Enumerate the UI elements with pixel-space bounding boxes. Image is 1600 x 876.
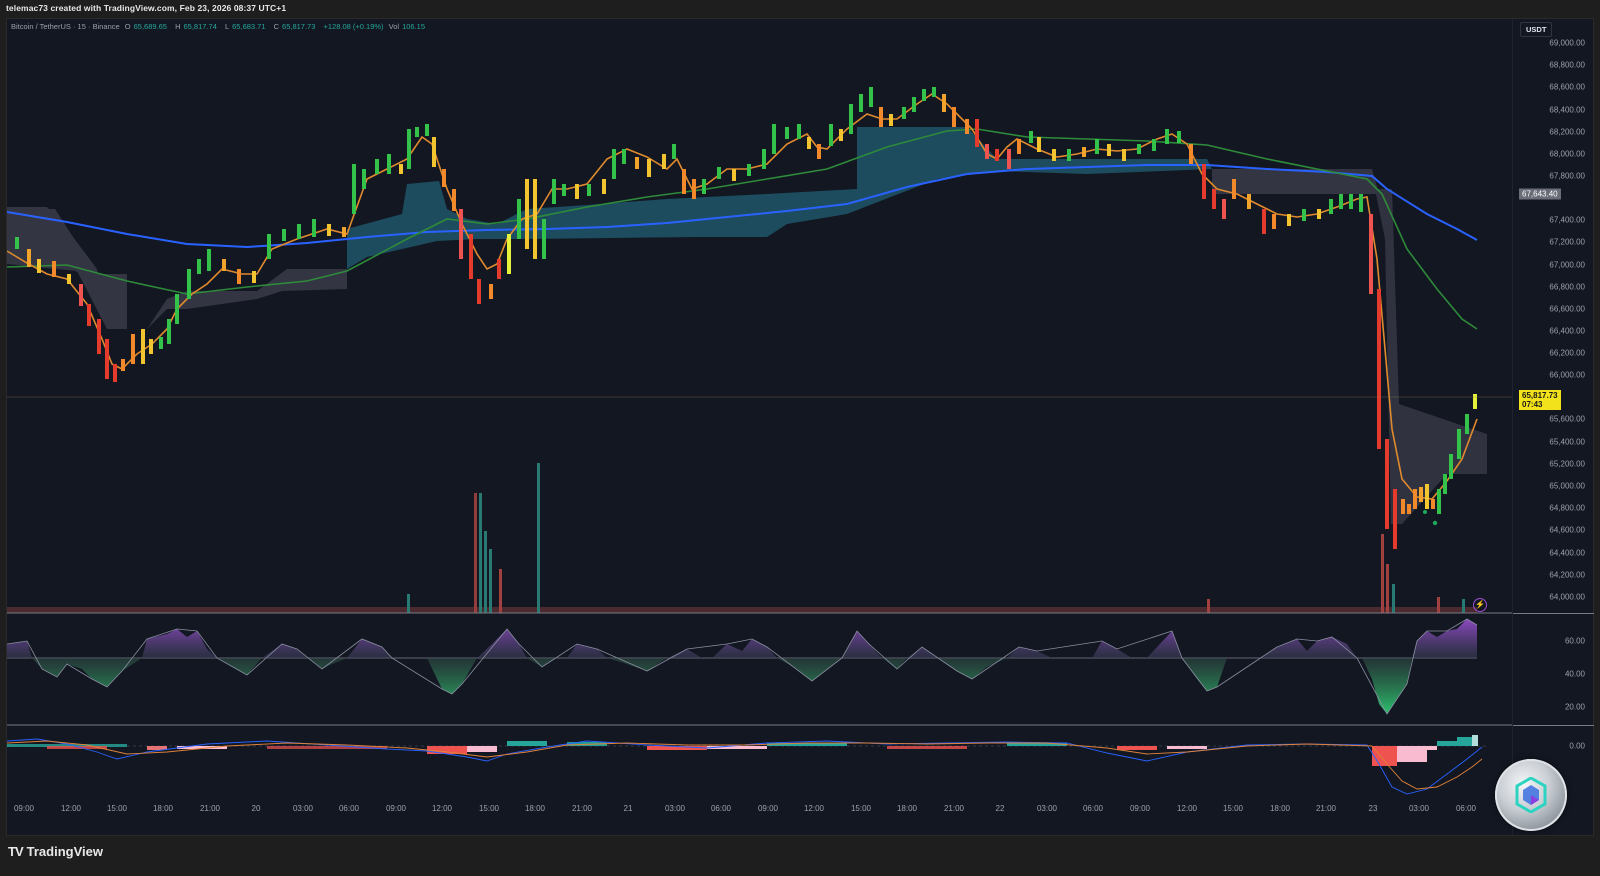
brand-name: TradingView bbox=[26, 844, 103, 859]
price-tick: 68,400.00 bbox=[1549, 105, 1585, 115]
symbol-label[interactable]: Bitcoin / TetherUS · 15 · Binance bbox=[11, 22, 120, 31]
time-label: 18:00 bbox=[896, 804, 918, 813]
tradingview-logo[interactable]: TV TradingView bbox=[8, 844, 103, 859]
price-tick: 67,800.00 bbox=[1549, 171, 1585, 181]
price-tick: 66,400.00 bbox=[1549, 326, 1585, 336]
macd-line bbox=[7, 738, 1483, 795]
volume-bars bbox=[7, 463, 1477, 613]
time-label: 15:00 bbox=[478, 804, 500, 813]
time-label: 18:00 bbox=[1269, 804, 1291, 813]
time-label: 06:00 bbox=[1455, 804, 1477, 813]
rsi-above-area bbox=[7, 619, 1477, 658]
time-label: 03:00 bbox=[664, 804, 686, 813]
time-label: 03:00 bbox=[292, 804, 314, 813]
time-label: 03:00 bbox=[1036, 804, 1058, 813]
price-tick: 67,400.00 bbox=[1549, 215, 1585, 225]
time-label: 21:00 bbox=[943, 804, 965, 813]
rsi-tick: 60.00 bbox=[1564, 636, 1585, 646]
ema-fast-line bbox=[7, 93, 1478, 500]
time-label: 12:00 bbox=[803, 804, 825, 813]
coin-logo-icon bbox=[1495, 759, 1567, 831]
time-label: 12:00 bbox=[431, 804, 453, 813]
change-value: +128.08 (+0.19%) bbox=[323, 22, 384, 31]
time-label: 12:00 bbox=[1176, 804, 1198, 813]
price-tick: 66,000.00 bbox=[1549, 370, 1585, 380]
time-label: 20 bbox=[251, 804, 261, 813]
candles bbox=[15, 87, 1477, 549]
chart-frame[interactable] bbox=[6, 18, 1594, 836]
price-tick: 65,400.00 bbox=[1549, 437, 1585, 447]
currency-button[interactable]: USDT bbox=[1520, 22, 1553, 37]
bar-countdown: 07:43 bbox=[1522, 400, 1543, 409]
price-axis[interactable]: USDT 69,000.00 68,800.00 68,600.00 68,40… bbox=[1512, 19, 1594, 835]
tradingview-mark-icon: TV bbox=[8, 844, 24, 859]
price-tick: 67,000.00 bbox=[1549, 260, 1585, 270]
macd-tick: 0.00 bbox=[1569, 741, 1585, 751]
price-chart[interactable] bbox=[7, 19, 1512, 819]
time-label: 06:00 bbox=[338, 804, 360, 813]
ohlc-legend: Bitcoin / TetherUS · 15 · Binance O 65,68… bbox=[11, 22, 426, 31]
time-label: 18:00 bbox=[152, 804, 174, 813]
low-value: 65,683.71 bbox=[232, 22, 266, 31]
cloud-teal bbox=[347, 127, 1212, 269]
high-value: 65,817.74 bbox=[183, 22, 217, 31]
time-label: 06:00 bbox=[1082, 804, 1104, 813]
price-tick: 66,600.00 bbox=[1549, 304, 1585, 314]
time-label: 18:00 bbox=[524, 804, 546, 813]
macd-pane[interactable] bbox=[7, 735, 1487, 795]
rsi-below-area bbox=[32, 658, 1412, 714]
time-label: 23 bbox=[1368, 804, 1378, 813]
open-value: 65,689.65 bbox=[133, 22, 167, 31]
time-label: 21:00 bbox=[571, 804, 593, 813]
ma-green-line bbox=[7, 128, 1478, 330]
top-bar: telemac73 created with TradingView.com, … bbox=[0, 0, 1600, 17]
time-label: 09:00 bbox=[13, 804, 35, 813]
rsi-tick: 20.00 bbox=[1564, 702, 1585, 712]
time-label: 21:00 bbox=[199, 804, 221, 813]
macd-histogram bbox=[7, 735, 1478, 766]
time-label: 21:00 bbox=[1315, 804, 1337, 813]
price-tick: 66,200.00 bbox=[1549, 348, 1585, 358]
time-label: 21 bbox=[623, 804, 633, 813]
last-price-badge: 65,817.73 07:43 bbox=[1519, 390, 1561, 410]
price-tick: 64,800.00 bbox=[1549, 503, 1585, 513]
price-tick: 65,000.00 bbox=[1549, 481, 1585, 491]
time-label: 15:00 bbox=[1222, 804, 1244, 813]
time-label: 06:00 bbox=[710, 804, 732, 813]
time-label: 15:00 bbox=[106, 804, 128, 813]
price-tick: 65,200.00 bbox=[1549, 459, 1585, 469]
time-label: 22 bbox=[995, 804, 1005, 813]
price-tick: 64,200.00 bbox=[1549, 570, 1585, 580]
ma-value-badge: 67,643.40 bbox=[1519, 188, 1561, 200]
close-value: 65,817.73 bbox=[282, 22, 316, 31]
last-price-value: 65,817.73 bbox=[1522, 391, 1558, 400]
rsi-tick: 40.00 bbox=[1564, 669, 1585, 679]
price-tick: 66,800.00 bbox=[1549, 282, 1585, 292]
price-tick: 69,000.00 bbox=[1549, 38, 1585, 48]
price-tick: 68,000.00 bbox=[1549, 149, 1585, 159]
price-tick: 68,800.00 bbox=[1549, 60, 1585, 70]
ma-blue-line bbox=[7, 164, 1478, 249]
time-label: 12:00 bbox=[60, 804, 82, 813]
time-label: 15:00 bbox=[850, 804, 872, 813]
price-tick: 67,200.00 bbox=[1549, 237, 1585, 247]
price-tick: 64,400.00 bbox=[1549, 548, 1585, 558]
price-tick: 68,200.00 bbox=[1549, 127, 1585, 137]
price-tick: 64,600.00 bbox=[1549, 525, 1585, 535]
lightning-icon[interactable]: ⚡ bbox=[1473, 598, 1487, 612]
time-label: 09:00 bbox=[385, 804, 407, 813]
price-tick: 68,600.00 bbox=[1549, 82, 1585, 92]
price-tick: 64,000.00 bbox=[1549, 592, 1585, 602]
footer: TV TradingView bbox=[0, 836, 1600, 876]
volume-value: 106.15 bbox=[402, 22, 426, 31]
price-tick: 65,600.00 bbox=[1549, 414, 1585, 424]
time-label: 09:00 bbox=[1129, 804, 1151, 813]
signal-line bbox=[7, 740, 1483, 790]
time-label: 03:00 bbox=[1408, 804, 1430, 813]
time-label: 09:00 bbox=[757, 804, 779, 813]
rsi-pane[interactable] bbox=[7, 618, 1478, 715]
credit-text: telemac73 created with TradingView.com, … bbox=[6, 3, 287, 13]
